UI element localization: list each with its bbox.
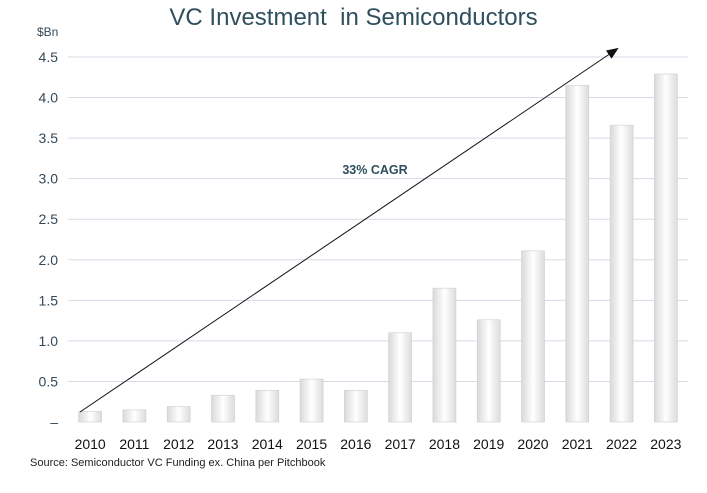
x-tick-labels: 2010 2011 2012 2013 2014 2015 2016 2017 2018 2019…	[75, 436, 682, 452]
y-tick-label: 2.5	[39, 211, 59, 227]
x-tick-label: 2017	[385, 436, 416, 452]
x-tick-label: 2012	[163, 436, 194, 452]
x-tick-label: 2022	[606, 436, 637, 452]
y-tick-labels: – 0.5 1.0 1.5 2.0 2.5 3.0 3.5 4.0 4.5	[39, 49, 59, 430]
y-tick-label: 1.0	[39, 333, 59, 349]
gridlines	[68, 56, 688, 382]
chart-title: VC Investment in Semiconductors	[169, 4, 538, 31]
x-tick-label: 2015	[296, 436, 327, 452]
bar-2015	[299, 378, 324, 423]
y-tick-label: 3.5	[39, 130, 59, 146]
bar-2021	[565, 85, 590, 423]
bar-2018	[432, 287, 457, 423]
bar-2020	[521, 250, 545, 423]
y-tick-label: 3.0	[39, 171, 59, 187]
y-unit-label: $Bn	[37, 25, 59, 39]
bar-2022	[609, 124, 634, 423]
y-tick-label: 4.0	[39, 90, 59, 106]
x-tick-label: 2018	[429, 436, 460, 452]
bar-2019	[476, 319, 501, 423]
x-tick-label: 2010	[75, 436, 106, 452]
bar-2023	[654, 73, 678, 423]
y-tick-label: 2.0	[39, 252, 59, 268]
x-tick-label: 2021	[562, 436, 593, 452]
x-tick-label: 2020	[517, 436, 548, 452]
source-note: Source: Semiconductor VC Funding ex. Chi…	[30, 457, 326, 469]
x-tick-label: 2011	[119, 436, 149, 452]
bar-2017	[388, 332, 412, 423]
y-tick-label: –	[50, 414, 58, 430]
x-tick-label: 2019	[473, 436, 504, 452]
bar-2012	[166, 406, 191, 423]
bar-2010	[78, 411, 102, 423]
bar-2011	[122, 409, 147, 423]
cagr-arrow	[79, 47, 619, 413]
x-tick-label: 2016	[340, 436, 371, 452]
cagr-annotation: 33% CAGR	[342, 163, 407, 177]
y-tick-label: 4.5	[39, 49, 59, 65]
bar-2013	[211, 394, 235, 423]
bars	[78, 73, 678, 423]
bar-2016	[344, 390, 368, 423]
x-tick-label: 2014	[252, 436, 283, 452]
bar-2014	[255, 390, 280, 423]
x-tick-label: 2013	[207, 436, 238, 452]
x-tick-label: 2023	[650, 436, 681, 452]
y-tick-label: 1.5	[39, 292, 59, 308]
y-tick-label: 0.5	[39, 373, 59, 389]
